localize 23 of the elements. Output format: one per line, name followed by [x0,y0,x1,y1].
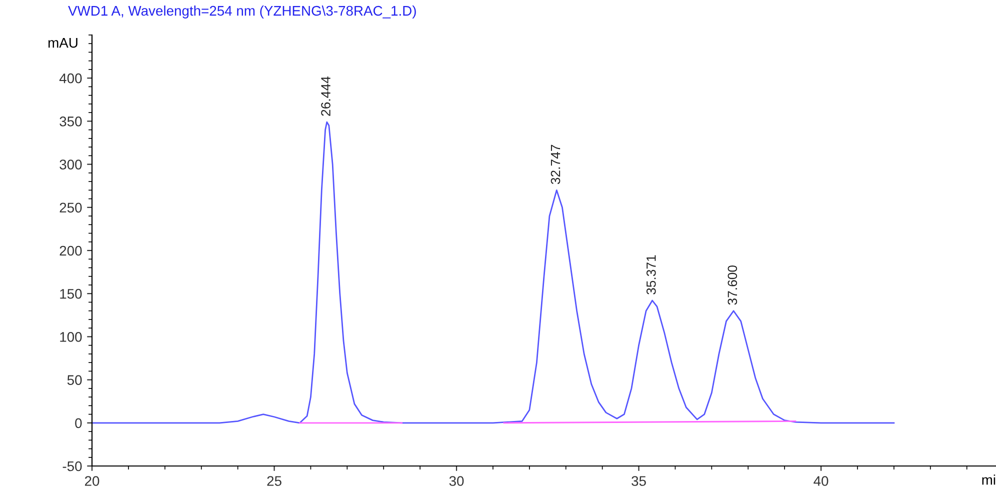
y-tick-label: 350 [60,116,82,126]
y-tick-label: 50 [67,375,82,385]
annotation: 26.444 [321,76,330,116]
y-tick-label: 0 [75,418,82,428]
annotation: 37.600 [728,265,738,305]
x-axis-title: mi [982,474,996,485]
y-tick-label: 250 [60,202,82,213]
x-tick-label: 20 [84,476,100,486]
x-tick-label: 30 [449,476,464,486]
y-tick-label: 150 [60,288,82,299]
y-tick-label: 300 [60,160,82,170]
annotation: 35.371 [646,255,656,294]
x-tick-label: 40 [814,476,828,486]
x-tick-label: 35 [632,476,646,486]
y-tick-label: 100 [60,332,82,342]
y-axis-title: mAU [48,38,78,48]
line-series [92,121,895,424]
annotation: 32.747 [550,144,560,184]
x-tick-label: 25 [267,476,282,486]
y-tick-label: 200 [60,246,82,256]
chart-title: VWD1 A, Wavelength=254 nm (YZHENG\3-78RAC_1.D) [68,6,416,18]
y-tick-label: -50 [62,461,82,472]
y-tick-label: 400 [59,73,82,84]
